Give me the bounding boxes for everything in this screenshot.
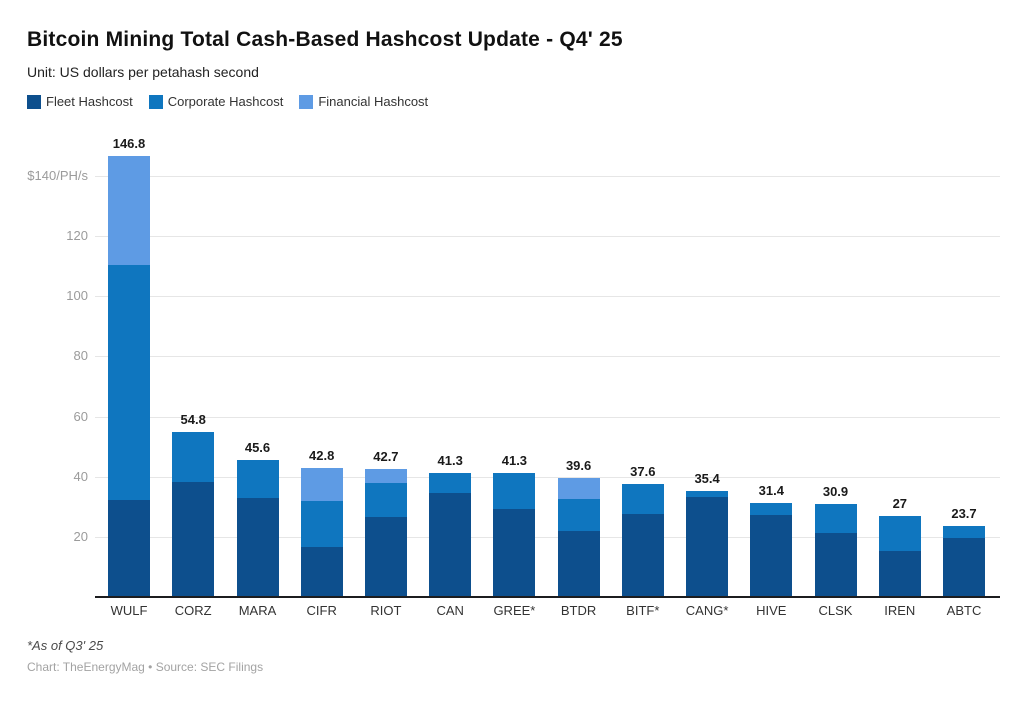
bar-total-label-GREE*: 41.3 (501, 452, 528, 468)
legend-swatch-icon (148, 94, 163, 109)
x-axis-label-HIVE: HIVE (756, 603, 787, 618)
bar-segment-CAN-fleet (429, 493, 472, 597)
bar-segment-HIVE-fleet (750, 514, 793, 597)
legend-label: Financial Hashcost (318, 94, 429, 109)
page-title: Bitcoin Mining Total Cash-Based Hashcost… (27, 28, 623, 51)
bar-segment-CORZ-corporate (172, 432, 215, 482)
gridline-40 (95, 476, 1000, 478)
bar-segment-BTDR-financial (557, 477, 600, 499)
source-credit: Chart: TheEnergyMag • Source: SEC Filing… (27, 660, 264, 674)
bar-total-label-CIFR: 42.8 (309, 448, 335, 464)
bar-total-label-BTDR: 39.6 (565, 457, 592, 473)
y-axis-tick-label: 40 (73, 468, 88, 484)
chart-unit-subtitle: Unit: US dollars per petahash second (27, 64, 259, 80)
x-axis-label-CORZ: CORZ (174, 603, 212, 618)
bar-total-label-BITF*: 37.6 (630, 463, 656, 479)
gridline-140 (95, 176, 1000, 177)
bar-segment-BITF*-fleet (621, 514, 664, 597)
legend-swatch-icon (299, 94, 314, 109)
bar-total-label-ABTC: 23.7 (951, 505, 977, 521)
gridline-100 (95, 296, 1000, 298)
x-axis-label-BITF*: BITF* (626, 603, 660, 618)
x-axis-label-ABTC: ABTC (946, 603, 982, 618)
y-axis-tick-label: 20 (73, 528, 88, 544)
bar-segment-ABTC-corporate (943, 525, 985, 539)
x-axis-label-WULF: WULF (110, 603, 148, 618)
chart-legend: Fleet Hashcost Corporate Hashcost Financia… (27, 94, 428, 109)
bar-segment-RIOT-financial (364, 468, 407, 483)
bar-segment-HIVE-corporate (750, 502, 793, 515)
bar-segment-GREE*-corporate (493, 472, 536, 509)
y-axis-tick-label: $140/PH/s (27, 168, 88, 183)
bar-segment-GREE*-fleet (493, 508, 536, 597)
gridline-120 (95, 236, 1000, 238)
bar-total-label-MARA: 45.6 (244, 439, 271, 455)
x-axis-label-BTDR: BTDR (560, 603, 597, 618)
x-axis-label-CANG*: CANG* (685, 603, 729, 618)
bar-segment-CLSK-fleet (814, 532, 857, 597)
bar-segment-WULF-fleet (108, 499, 150, 597)
bar-total-label-CANG*: 35.4 (694, 470, 720, 486)
bar-segment-CIFR-fleet (300, 546, 343, 597)
bar-segment-RIOT-fleet (364, 516, 407, 597)
bar-total-label-CLSK: 30.9 (822, 484, 849, 500)
bar-segment-CLSK-corporate (814, 504, 857, 533)
bar-total-label-CAN: 41.3 (437, 452, 463, 468)
bar-segment-BTDR-corporate (557, 499, 600, 531)
bar-segment-WULF-corporate (108, 265, 150, 500)
bar-segment-MARA-corporate (236, 459, 279, 498)
y-axis-tick-label: 80 (73, 348, 88, 364)
x-axis-label-CLSK: CLSK (818, 603, 853, 618)
bar-segment-CIFR-financial (300, 468, 343, 502)
footnote: *As of Q3' 25 (27, 638, 104, 653)
bar-segment-CIFR-corporate (300, 501, 343, 547)
bar-segment-RIOT-corporate (364, 483, 407, 517)
bar-segment-IREN-fleet (878, 551, 921, 597)
bar-segment-IREN-corporate (878, 515, 921, 551)
legend-label: Fleet Hashcost (46, 94, 133, 109)
bar-total-label-CORZ: 54.8 (180, 412, 206, 428)
bar-total-label-RIOT: 42.7 (373, 448, 399, 464)
x-axis-label-CIFR: CIFR (306, 603, 337, 618)
bar-segment-CANG*-fleet (686, 496, 729, 597)
x-axis-label-RIOT: RIOT (370, 603, 402, 618)
bar-total-label-WULF: 146.8 (112, 135, 146, 151)
bar-segment-CAN-corporate (429, 472, 472, 493)
bar-segment-CANG*-corporate (686, 490, 729, 497)
legend-label: Corporate Hashcost (167, 94, 284, 109)
x-axis-label-GREE*: GREE* (493, 603, 536, 618)
legend-item-2: Financial Hashcost (299, 94, 428, 109)
y-axis-tick-label: 60 (73, 408, 88, 424)
bar-total-label-IREN: 27 (892, 495, 908, 511)
y-axis-tick-label: 120 (66, 228, 88, 244)
gridline-80 (95, 356, 1000, 358)
x-axis-label-IREN: IREN (884, 603, 916, 618)
bar-segment-CORZ-fleet (172, 481, 215, 597)
bar-total-label-HIVE: 31.4 (758, 482, 784, 498)
gridline-60 (95, 416, 1000, 418)
x-axis-baseline (95, 596, 1000, 598)
x-axis-label-CAN: CAN (436, 603, 464, 618)
x-axis-label-MARA: MARA (238, 603, 277, 618)
legend-swatch-icon (27, 94, 41, 109)
y-axis-tick-label: 100 (66, 288, 88, 304)
bar-segment-BITF*-corporate (621, 483, 664, 514)
legend-item-1: Corporate Hashcost (148, 94, 284, 109)
bar-segment-MARA-fleet (236, 497, 279, 597)
bar-segment-ABTC-fleet (943, 538, 985, 597)
legend-item-0: Fleet Hashcost (27, 94, 133, 109)
gridline-20 (95, 536, 1000, 538)
bar-segment-WULF-financial (108, 155, 150, 266)
bar-segment-BTDR-fleet (557, 530, 600, 597)
